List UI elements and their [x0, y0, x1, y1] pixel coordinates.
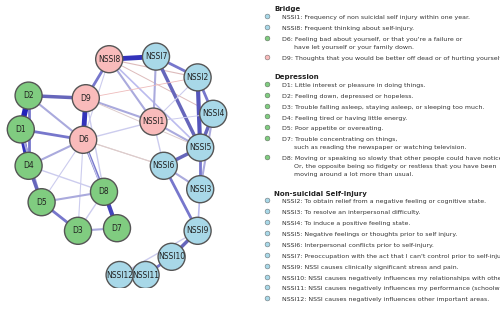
- Circle shape: [186, 176, 214, 203]
- Text: NSSI9: NSSI causes clinically significant stress and pain.: NSSI9: NSSI causes clinically significan…: [282, 265, 458, 270]
- Text: D5: D5: [36, 198, 47, 207]
- Text: D4: D4: [23, 161, 34, 170]
- Circle shape: [15, 152, 42, 179]
- Text: moving around a lot more than usual.: moving around a lot more than usual.: [282, 173, 413, 177]
- Text: NSSI2: To obtain relief from a negative feeling or cognitive state.: NSSI2: To obtain relief from a negative …: [282, 199, 486, 204]
- Text: D7: D7: [112, 224, 122, 233]
- Text: Or, the opposite being so fidgety or restless that you have been: Or, the opposite being so fidgety or res…: [282, 164, 496, 169]
- Text: D2: D2: [24, 91, 34, 100]
- Text: NSSI1: NSSI1: [142, 117, 165, 126]
- Text: NSSI10: NSSI causes negatively influences my relationships with others.: NSSI10: NSSI causes negatively influence…: [282, 276, 500, 281]
- Text: NSSI12: NSSI12: [106, 270, 133, 279]
- Text: D1: Little interest or pleasure in doing things.: D1: Little interest or pleasure in doing…: [282, 83, 425, 88]
- Text: D9: Thoughts that you would be better off dead or of hurting yourself in some wa: D9: Thoughts that you would be better of…: [282, 56, 500, 61]
- Text: NSSI5: Negative feelings or thoughts prior to self injury.: NSSI5: Negative feelings or thoughts pri…: [282, 232, 457, 237]
- Text: D9: D9: [80, 94, 91, 103]
- Circle shape: [8, 116, 34, 143]
- Text: NSSI4: NSSI4: [202, 109, 224, 118]
- Text: NSSI11: NSSI causes negatively influences my performance (schoolwork/ ...).: NSSI11: NSSI causes negatively influence…: [282, 286, 500, 291]
- Text: NSSI8: Frequent thinking about self-injury.: NSSI8: Frequent thinking about self-inju…: [282, 26, 414, 31]
- Text: NSSI5: NSSI5: [189, 143, 212, 152]
- Circle shape: [184, 64, 211, 91]
- Text: D2: Feeling down, depressed or hopeless.: D2: Feeling down, depressed or hopeless.: [282, 94, 413, 99]
- Text: D6: Feeling bad about yourself, or that you're a failure or: D6: Feeling bad about yourself, or that …: [282, 37, 462, 42]
- Text: NSSI7: NSSI7: [145, 52, 167, 61]
- Text: D7: Trouble concentrating on things,: D7: Trouble concentrating on things,: [282, 137, 397, 142]
- Text: D3: D3: [72, 226, 84, 235]
- Circle shape: [28, 189, 55, 216]
- Text: D6: D6: [78, 135, 88, 144]
- Text: D3: Trouble falling asleep, staying asleep, or sleeping too much.: D3: Trouble falling asleep, staying asle…: [282, 105, 484, 110]
- Text: NSSI1: Frequency of non suicidal self injury within one year.: NSSI1: Frequency of non suicidal self in…: [282, 15, 470, 20]
- Text: Non-suicidal Self-Injury: Non-suicidal Self-Injury: [274, 191, 368, 197]
- Text: such as reading the newspaper or watching television.: such as reading the newspaper or watchin…: [282, 145, 466, 150]
- Circle shape: [15, 82, 42, 109]
- Text: D1: D1: [16, 125, 26, 134]
- Circle shape: [132, 261, 159, 289]
- Circle shape: [104, 215, 130, 242]
- Circle shape: [200, 100, 226, 127]
- Circle shape: [184, 217, 211, 244]
- Text: NSSI3: To resolve an interpersonal difficulty.: NSSI3: To resolve an interpersonal diffi…: [282, 210, 420, 215]
- Circle shape: [150, 152, 178, 179]
- Text: D5: Poor appetite or overeating.: D5: Poor appetite or overeating.: [282, 126, 383, 131]
- Text: NSSI9: NSSI9: [186, 226, 209, 235]
- Text: D8: Moving or speaking so slowly that other people could have noticed.: D8: Moving or speaking so slowly that ot…: [282, 156, 500, 161]
- Text: Depression: Depression: [274, 74, 319, 80]
- Text: NSSI11: NSSI11: [132, 270, 159, 279]
- Circle shape: [140, 108, 167, 135]
- Circle shape: [106, 261, 133, 289]
- Text: NSSI12: NSSI causes negatively influences other important areas.: NSSI12: NSSI causes negatively influence…: [282, 297, 489, 302]
- Text: Bridge: Bridge: [274, 6, 300, 12]
- Circle shape: [70, 126, 96, 153]
- Text: D4: Feeling tired or having little energy.: D4: Feeling tired or having little energ…: [282, 116, 407, 120]
- Text: NSSI3: NSSI3: [189, 185, 212, 194]
- Text: NSSI10: NSSI10: [158, 252, 185, 261]
- Text: NSSI2: NSSI2: [186, 73, 208, 82]
- Circle shape: [158, 243, 185, 270]
- Text: NSSI4: To induce a positive feeling state.: NSSI4: To induce a positive feeling stat…: [282, 221, 410, 226]
- Circle shape: [186, 134, 214, 161]
- Text: D8: D8: [98, 187, 110, 196]
- Circle shape: [90, 178, 118, 205]
- Text: NSSI7: Preoccupation with the act that I can't control prior to self-injury.: NSSI7: Preoccupation with the act that I…: [282, 254, 500, 259]
- Circle shape: [96, 46, 122, 73]
- Circle shape: [64, 217, 92, 244]
- Text: NSSI8: NSSI8: [98, 55, 120, 64]
- Text: have let yourself or your family down.: have let yourself or your family down.: [282, 45, 414, 50]
- Circle shape: [72, 85, 100, 112]
- Text: NSSI6: NSSI6: [152, 161, 175, 170]
- Circle shape: [142, 43, 170, 70]
- Text: NSSI6: Interpersonal conflicts prior to self-injury.: NSSI6: Interpersonal conflicts prior to …: [282, 243, 434, 248]
